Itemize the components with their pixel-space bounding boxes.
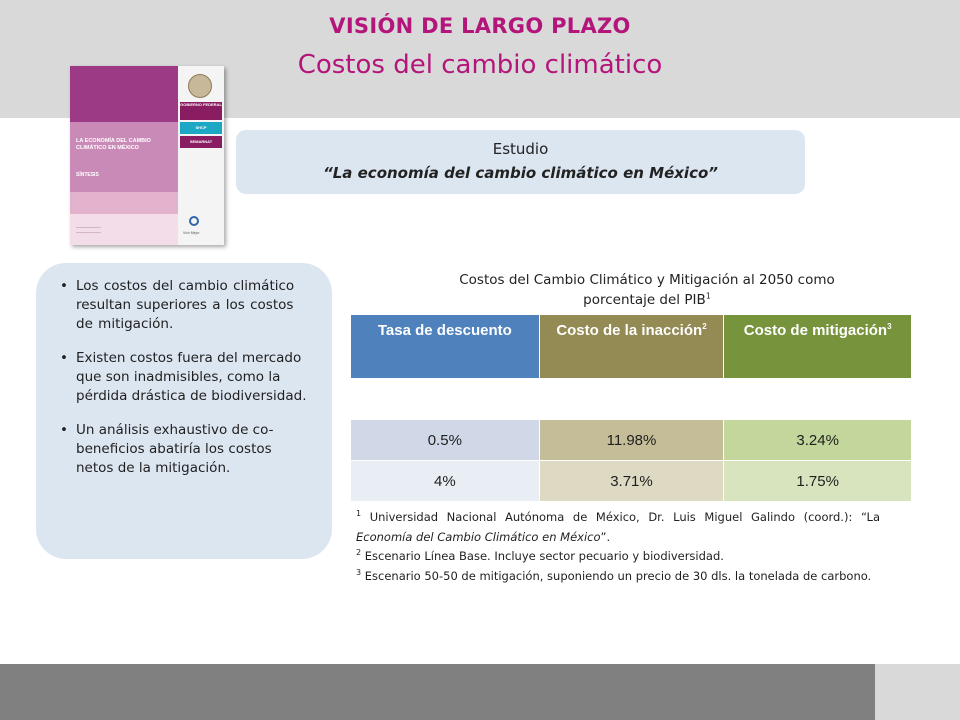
list-item: Los costos del cambio climático resultan… — [60, 277, 310, 334]
book-title: LA ECONOMÍA DEL CAMBIO CLIMÁTICO EN MÉXI… — [76, 138, 151, 151]
header-discount-rate: Tasa de descuento — [350, 314, 540, 379]
cell-mitigation: 3.24% — [723, 419, 912, 461]
header-inaction-cost: Costo de la inacción2 — [538, 314, 725, 379]
caption-line-2: porcentaje del PIB — [583, 292, 706, 308]
table-row: 0.5% 11.98% 3.24% — [350, 419, 912, 461]
key-points-list: Los costos del cambio climático resultan… — [60, 277, 310, 478]
book-cover-image: LA ECONOMÍA DEL CAMBIO CLIMÁTICO EN MÉXI… — [70, 66, 224, 245]
vivir-mejor-label: Vivir Mejor — [183, 231, 200, 235]
cell-mitigation: 1.75% — [723, 460, 912, 502]
cell-rate: 4% — [350, 460, 540, 502]
table-header-row: Tasa de descuento Costo de la inacción2 … — [350, 314, 912, 379]
study-title: “La economía del cambio climático en Méx… — [323, 164, 718, 182]
footer-corner — [875, 664, 960, 720]
table-caption: Costos del Cambio Climático y Mitigación… — [412, 270, 882, 310]
slide-subtitle: Costos del cambio climático — [297, 50, 663, 80]
slide-title: VISIÓN DE LARGO PLAZO — [329, 14, 631, 38]
caption-line-1: Costos del Cambio Climático y Mitigación… — [459, 272, 835, 288]
study-label: Estudio — [492, 140, 549, 158]
list-item: Un análisis exhaustivo de co-beneficios … — [60, 421, 310, 478]
cell-inaction: 3.71% — [538, 460, 725, 502]
book-label: SÍNTESIS — [76, 172, 99, 178]
list-item: Existen costos fuera del mercado que son… — [60, 349, 310, 406]
footer-band — [0, 664, 875, 720]
study-box: Estudio “La economía del cambio climátic… — [236, 130, 805, 194]
cost-table: Tasa de descuento Costo de la inacción2 … — [350, 314, 912, 502]
cell-inaction: 11.98% — [538, 419, 725, 461]
semarnat-badge: SEMARNAT — [180, 136, 222, 148]
key-points-box: Los costos del cambio climático resultan… — [36, 263, 332, 559]
table-row: 4% 3.71% 1.75% — [350, 460, 912, 502]
vivir-mejor-logo-icon — [189, 216, 199, 226]
footnote-1: 1 Universidad Nacional Autónoma de Méxic… — [356, 509, 880, 544]
seal-icon — [188, 74, 212, 98]
cell-rate: 0.5% — [350, 419, 540, 461]
gob-federal-badge: GOBIERNO FEDERAL — [180, 102, 222, 120]
footnote-2: 2 Escenario Línea Base. Incluye sector p… — [356, 548, 724, 563]
header-mitigation-cost: Costo de mitigación3 — [723, 314, 912, 379]
shcp-badge: SHCP — [180, 122, 222, 134]
footnotes: 1 Universidad Nacional Autónoma de Méxic… — [356, 508, 880, 586]
book-url-lines: ────────── ────────── — [76, 226, 101, 235]
caption-footnote-ref: 1 — [705, 291, 711, 301]
footnote-3: 3 Escenario 50-50 de mitigación, suponie… — [356, 567, 872, 583]
